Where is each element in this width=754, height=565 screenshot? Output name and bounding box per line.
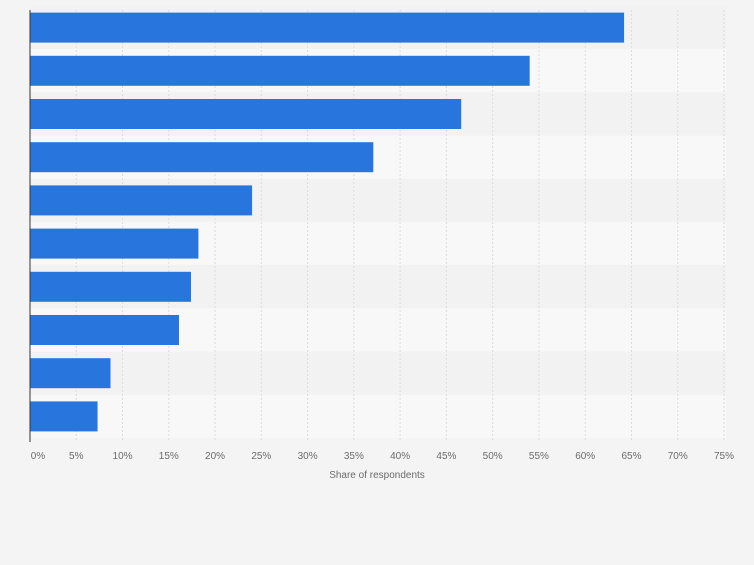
x-tick-label: 35% [344, 451, 364, 462]
x-tick-label: 45% [436, 451, 456, 462]
x-tick-label: 25% [251, 451, 271, 462]
x-tick-label: 55% [529, 451, 549, 462]
x-tick-label: 15% [159, 451, 179, 462]
bar [30, 142, 374, 173]
bar [30, 228, 199, 259]
row-band [30, 394, 726, 438]
bar [30, 315, 179, 345]
bar [30, 271, 192, 302]
x-tick-label: 65% [621, 451, 641, 462]
x-tick-label: 5% [69, 451, 84, 462]
bar [30, 358, 111, 389]
x-tick-label: 75% [714, 451, 734, 462]
x-tick-labels: 0% 5% 10% 15% 20% 25% 30% 35% 40% 45% 50% 55% 60% 65%… [31, 451, 734, 462]
bar [30, 401, 98, 432]
x-tick-label: 30% [298, 451, 318, 462]
bar [30, 12, 625, 43]
bar [30, 99, 462, 129]
x-tick-label: 0% [31, 451, 46, 462]
row-band [30, 351, 726, 395]
bar [30, 185, 253, 216]
x-tick-label: 70% [668, 451, 688, 462]
x-tick-label: 10% [113, 451, 133, 462]
x-axis-label: Share of respondents [329, 470, 425, 481]
bar [30, 55, 530, 86]
x-tick-label: 50% [483, 451, 503, 462]
bars [30, 12, 625, 432]
x-tick-label: 40% [390, 451, 410, 462]
x-tick-label: 60% [575, 451, 595, 462]
x-tick-label: 20% [205, 451, 225, 462]
